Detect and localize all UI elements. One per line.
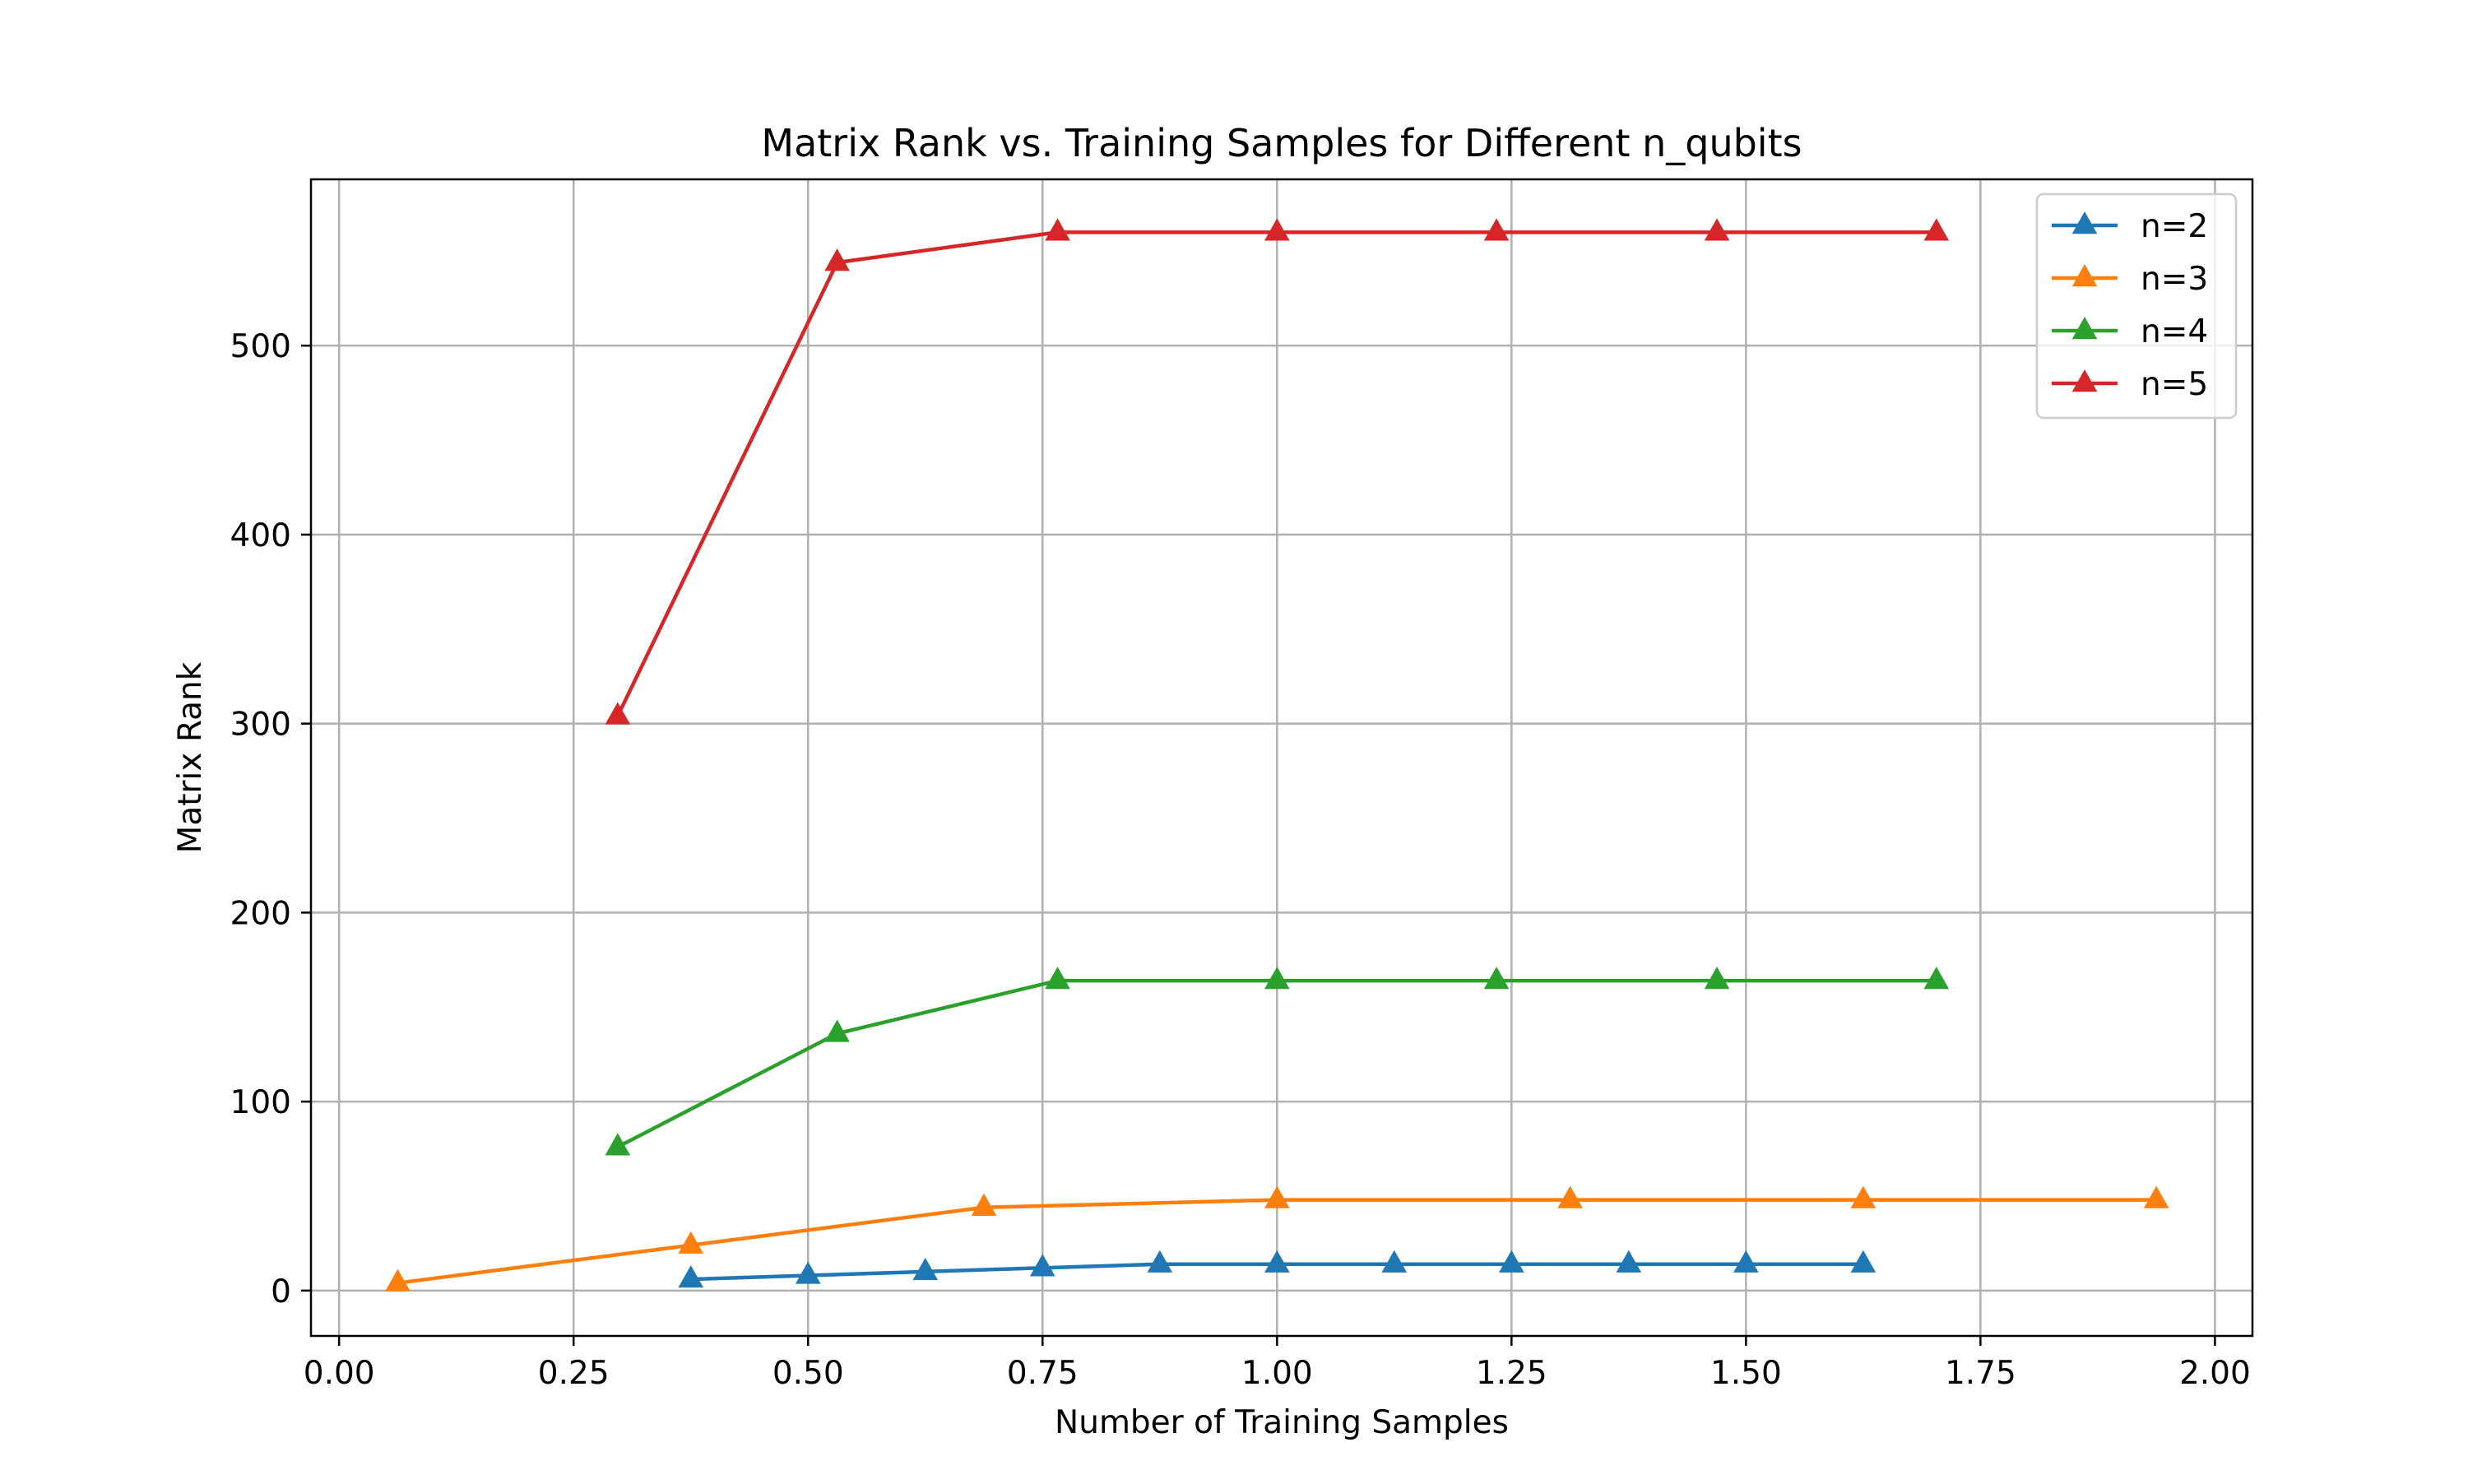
series-n5 xyxy=(605,218,1950,725)
legend-label: n=5 xyxy=(2141,366,2208,403)
series-n2 xyxy=(678,1250,1877,1288)
x-axis-label: Number of Training Samples xyxy=(1055,1404,1509,1441)
data-point xyxy=(1704,967,1730,990)
data-point xyxy=(1616,1250,1642,1273)
legend: n=2 n=3 n=4 n=5 xyxy=(2035,192,2238,420)
data-point xyxy=(1045,967,1070,990)
legend-label: n=4 xyxy=(2141,313,2208,350)
legend-marker xyxy=(2071,369,2098,392)
y-tick-label: 500 xyxy=(230,328,291,365)
series-n4 xyxy=(605,967,1950,1156)
data-point xyxy=(1029,1254,1055,1277)
data-point xyxy=(1045,218,1070,241)
data-point xyxy=(1499,1250,1524,1273)
chart-title: Matrix Rank vs. Training Samples for Dif… xyxy=(761,121,1802,165)
data-point xyxy=(1557,1185,1583,1208)
y-tick-label: 300 xyxy=(230,707,291,744)
data-point xyxy=(824,1019,850,1042)
data-point xyxy=(1381,1250,1408,1273)
plot-area-frame xyxy=(309,178,2254,1338)
data-point xyxy=(1704,218,1730,241)
y-tick-label: 400 xyxy=(230,517,291,554)
x-tick-label: 1.00 xyxy=(1241,1355,1313,1392)
legend-marker xyxy=(2071,211,2098,234)
data-point xyxy=(1733,1250,1759,1273)
x-tick-label: 1.50 xyxy=(1710,1355,1782,1392)
data-point xyxy=(1923,218,1950,241)
x-tick-label: 0.25 xyxy=(538,1355,610,1392)
y-tick-label: 100 xyxy=(230,1084,291,1121)
legend-marker xyxy=(2071,317,2098,340)
data-point xyxy=(678,1265,704,1288)
data-point xyxy=(1147,1250,1173,1273)
data-point xyxy=(971,1193,997,1216)
data-point xyxy=(605,702,631,725)
series-n3 xyxy=(385,1185,2169,1292)
x-tick-label: 0.75 xyxy=(1007,1355,1079,1392)
data-point xyxy=(2143,1185,2169,1208)
legend-item: n=3 xyxy=(2052,261,2208,298)
legend-box xyxy=(2035,192,2238,420)
legend-item: n=2 xyxy=(2052,208,2208,245)
legend-item: n=5 xyxy=(2052,366,2208,403)
x-tick-label: 0.00 xyxy=(304,1355,375,1392)
y-axis-label: Matrix Rank xyxy=(172,661,209,853)
data-point xyxy=(1850,1185,1877,1208)
legend-marker xyxy=(2071,264,2098,287)
data-point xyxy=(1264,967,1290,990)
data-point xyxy=(1850,1250,1877,1273)
data-point xyxy=(678,1231,704,1254)
data-point xyxy=(1483,218,1510,241)
data-point xyxy=(605,1133,631,1156)
data-point xyxy=(912,1257,939,1281)
series-group xyxy=(385,218,2169,1292)
data-point xyxy=(795,1261,821,1284)
data-point xyxy=(1264,1250,1290,1273)
data-point xyxy=(1923,967,1950,990)
data-point xyxy=(1264,218,1290,241)
axes: 0.00 0.25 0.50 0.75 1.00 1.25 1.50 1.75 2.00 0 100… xyxy=(230,328,2251,1392)
x-tick-label: 1.25 xyxy=(1476,1355,1547,1392)
x-tick-label: 0.50 xyxy=(772,1355,844,1392)
y-tick-label: 0 xyxy=(271,1273,291,1310)
x-tick-label: 1.75 xyxy=(1945,1355,2016,1392)
x-tick-label: 2.00 xyxy=(2179,1355,2251,1392)
data-point xyxy=(385,1268,411,1292)
legend-item: n=4 xyxy=(2052,313,2208,350)
y-tick-label: 200 xyxy=(230,895,291,932)
data-point xyxy=(1264,1185,1290,1208)
data-point xyxy=(1483,967,1510,990)
legend-label: n=2 xyxy=(2141,208,2208,245)
legend-label: n=3 xyxy=(2141,261,2208,298)
data-point xyxy=(824,248,850,271)
